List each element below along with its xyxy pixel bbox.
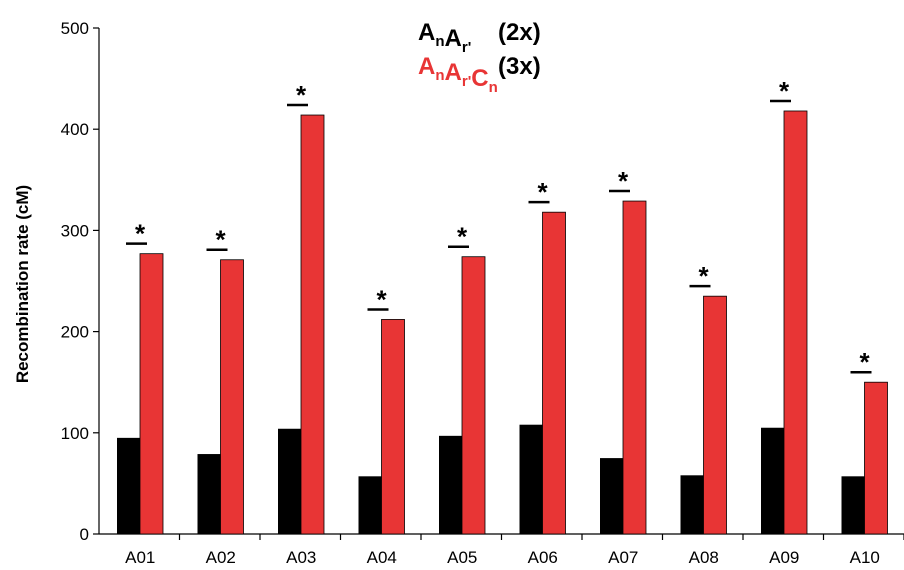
legend-subscript: r' — [462, 39, 471, 56]
legend: AnAr' (2x) AnAr'Cn (3x) — [418, 19, 541, 96]
bar-triploid-a06 — [542, 211, 566, 535]
y-tick-label: 0 — [80, 525, 89, 544]
y-tick-label: 500 — [61, 19, 89, 38]
bar-triploid-a04 — [381, 319, 405, 535]
x-tick-label: A01 — [125, 548, 155, 567]
significance-star: * — [779, 76, 790, 106]
bar-triploid-a08 — [703, 295, 727, 535]
bar-triploid-a01 — [139, 253, 164, 535]
x-tick-label: A03 — [286, 548, 316, 567]
bar-diploid-a03 — [278, 428, 301, 534]
bar-diploid-a01 — [117, 437, 140, 534]
bar-diploid-a06 — [519, 424, 543, 534]
x-tick-label: A04 — [367, 548, 397, 567]
bar-diploid-a07 — [600, 458, 623, 534]
legend-entry-diploid: AnAr' — [418, 19, 471, 56]
bar-triploid-a09 — [783, 110, 808, 535]
legend-ploidy-diploid: (2x) — [498, 19, 541, 46]
significance-star: * — [215, 225, 226, 255]
x-tick-label: A06 — [528, 548, 558, 567]
legend-subscript: n — [435, 33, 444, 50]
legend-subscript: r' — [462, 73, 471, 90]
bar-diploid-a05 — [439, 435, 462, 534]
bar-diploid-a08 — [680, 475, 704, 534]
significance-star: * — [457, 222, 468, 252]
bar-diploid-a04 — [358, 476, 382, 534]
x-tick-label: A02 — [206, 548, 236, 567]
bar-triploid-a07 — [622, 200, 647, 535]
bar-triploid-a02 — [220, 259, 244, 535]
x-tick-label: A08 — [689, 548, 719, 567]
legend-symbol: A — [445, 59, 462, 86]
y-tick-label: 200 — [61, 323, 89, 342]
legend-symbol: A — [418, 19, 435, 46]
legend-subscript: n — [489, 79, 498, 96]
legend-ploidy-triploid: (3x) — [498, 53, 541, 80]
significance-star: * — [135, 219, 146, 249]
bar-diploid-a02 — [197, 454, 221, 534]
y-tick-label: 300 — [61, 221, 89, 240]
bar-diploid-a10 — [841, 476, 865, 534]
x-tick-label: A10 — [850, 548, 880, 567]
significance-star: * — [537, 177, 548, 207]
significance-star: * — [859, 347, 870, 377]
legend-symbol: A — [418, 53, 435, 80]
legend-symbol: C — [471, 65, 488, 92]
y-tick-label: 400 — [61, 120, 89, 139]
plot-area: 0 100 200 300 400 500 A01 * A02 * A03 * A04 * A05 * A06 *… — [61, 19, 904, 567]
x-tick-label: A07 — [608, 548, 638, 567]
legend-entry-triploid: AnAr'Cn — [418, 53, 498, 96]
significance-star: * — [618, 166, 629, 196]
significance-star: * — [376, 284, 387, 314]
significance-star: * — [296, 80, 307, 110]
bar-triploid-a10 — [864, 381, 888, 535]
bar-triploid-a05 — [461, 256, 486, 535]
y-tick-label: 100 — [61, 424, 89, 443]
y-axis-title: Recombination rate (cM) — [13, 185, 32, 383]
x-tick-label: A09 — [769, 548, 799, 567]
legend-symbol: A — [445, 25, 462, 52]
bar-triploid-a03 — [300, 114, 325, 535]
x-tick-label: A05 — [447, 548, 477, 567]
bar-diploid-a09 — [761, 427, 784, 534]
legend-subscript: n — [435, 67, 444, 84]
significance-star: * — [698, 261, 709, 291]
